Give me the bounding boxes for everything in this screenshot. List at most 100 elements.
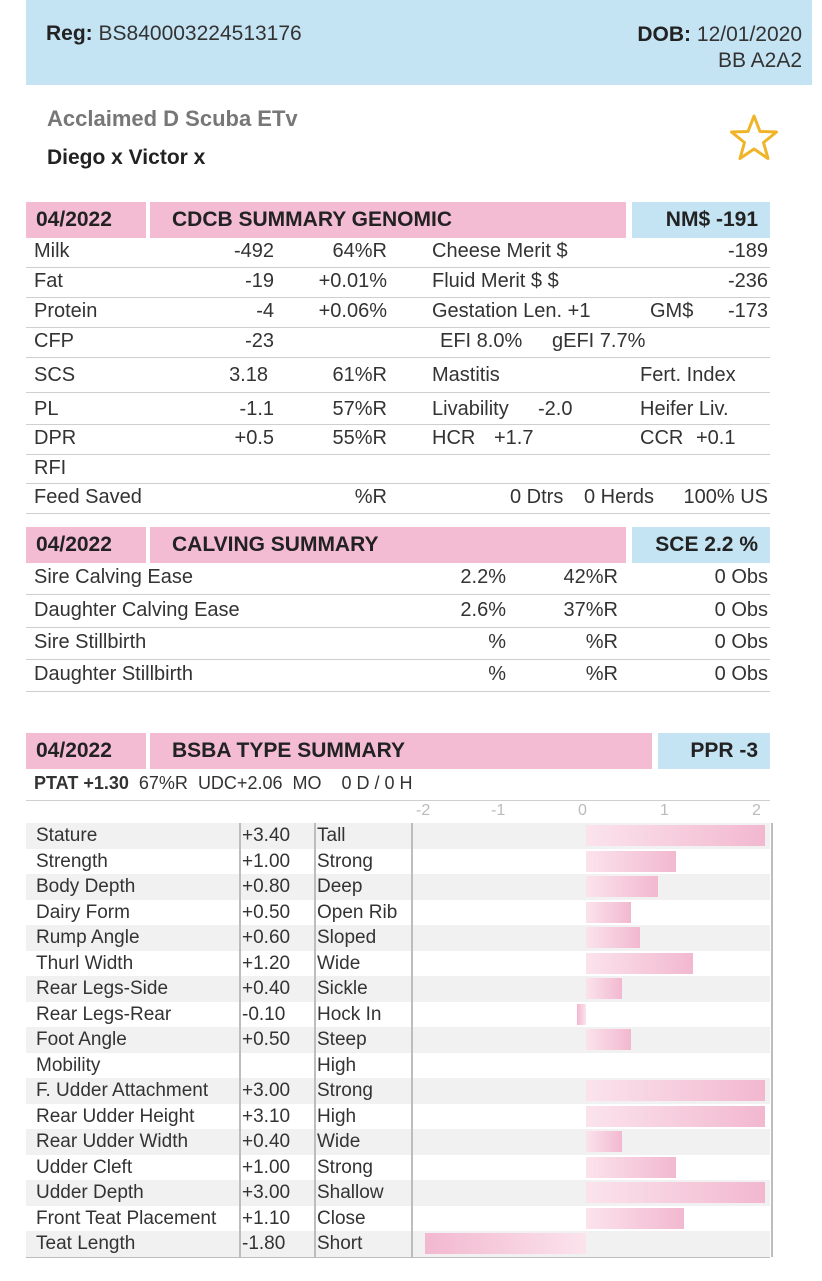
trait-percent: +0.01% — [318, 270, 387, 292]
genomic-row-pl: PL -1.1 57%R Livability -2.0 Heifer Liv. — [26, 393, 770, 425]
calving-row: Daughter Stillbirth % %R 0 Obs — [26, 660, 770, 692]
trait-bar — [586, 901, 631, 923]
trait-label: Feed Saved — [34, 486, 142, 508]
type-trait-row: Front Teat Placement +1.10 Close — [26, 1206, 770, 1232]
trait-label: Rear Legs-Side — [36, 978, 169, 999]
axis-tick: -1 — [491, 802, 506, 819]
divider — [26, 1256, 770, 1258]
trait-value: +3.00 — [242, 1182, 291, 1203]
genomic-header: 04/2022 CDCB SUMMARY GENOMIC NM$ -191 — [26, 202, 770, 238]
mastitis-label: Mastitis — [432, 364, 500, 386]
trait-reliability: %R — [354, 486, 387, 508]
trait-label: Udder Depth — [36, 1182, 144, 1203]
calving-percent: 2.2% — [460, 566, 506, 588]
trait-bar — [586, 876, 658, 897]
type-trait-row: Rear Udder Height +3.10 High — [26, 1104, 770, 1130]
trait-description: Open Rib — [317, 901, 398, 923]
trait-description: Sloped — [317, 927, 377, 948]
trait-bar — [586, 1182, 765, 1203]
trait-label: Rear Udder Width — [36, 1131, 189, 1152]
trait-label: Teat Length — [36, 1233, 136, 1254]
type-trait-row: Rear Legs-Rear -0.10 Hock In — [26, 1002, 770, 1028]
calving-label: Daughter Stillbirth — [34, 663, 193, 685]
trait-label: DPR — [34, 427, 77, 449]
livability-value: -2.0 — [538, 398, 573, 420]
column-divider — [239, 823, 241, 1257]
trait-bar — [577, 1003, 586, 1025]
type-trait-row: Foot Angle +0.50 Steep — [26, 1027, 770, 1053]
type-trait-row: Dairy Form +0.50 Open Rib — [26, 900, 770, 926]
trait-value: +0.50 — [242, 901, 291, 923]
type-trait-row: Body Depth +0.80 Deep — [26, 874, 770, 900]
star-outline-icon[interactable] — [728, 112, 780, 164]
trait-value: -1.1 — [239, 398, 274, 420]
trait-label: PL — [34, 398, 59, 420]
ptat-value: PTAT +1.30 — [34, 773, 129, 793]
hcr-label: HCR — [432, 427, 476, 449]
trait-description: Strong — [317, 1080, 373, 1101]
trait-description: High — [317, 1105, 357, 1127]
trait-description: Wide — [317, 952, 361, 974]
trait-label: Rump Angle — [36, 927, 140, 948]
hcr-value: +1.7 — [494, 427, 534, 449]
type-header: 04/2022 BSBA TYPE SUMMARY PPR -3 — [26, 733, 770, 769]
type-trait-row: Udder Depth +3.00 Shallow — [26, 1180, 770, 1206]
type-trait-row: Stature +3.40 Tall — [26, 823, 770, 849]
axis-tick: 0 — [578, 802, 587, 819]
daughters-count: 0 Dtrs — [510, 486, 564, 508]
trait-label: Udder Cleft — [36, 1156, 133, 1178]
calving-date: 04/2022 — [26, 527, 146, 563]
livability-label: Livability — [432, 398, 509, 420]
efi-value: EFI 8.0% — [440, 330, 523, 352]
dob-label: DOB: — [637, 23, 692, 46]
type-trait-row: Rear Udder Width +0.40 Wide — [26, 1129, 770, 1155]
ptat-line: PTAT +1.30 67%R UDC+2.06 MO 0 D / 0 H — [34, 773, 413, 794]
trait-value: +3.40 — [242, 825, 291, 846]
ccr-value: +0.1 — [696, 427, 736, 449]
dob-block: DOB: 12/01/2020 BB A2A2 — [637, 22, 802, 74]
trait-reliability: 64%R — [332, 240, 387, 262]
calving-row: Sire Stillbirth % %R 0 Obs — [26, 628, 770, 660]
column-divider — [411, 823, 413, 1257]
ccr-label: CCR — [640, 427, 684, 449]
trait-label: Stature — [36, 825, 98, 846]
calving-obs: 0 Obs — [714, 631, 768, 653]
trait-bar — [586, 978, 622, 999]
trait-value: +0.50 — [242, 1029, 291, 1050]
trait-label: Body Depth — [36, 876, 136, 897]
trait-reliability: 57%R — [332, 398, 387, 420]
reg-value: BS840003224513176 — [98, 22, 302, 45]
trait-value: +0.40 — [242, 978, 291, 999]
trait-description: Strong — [317, 850, 373, 872]
trait-value: +0.60 — [242, 927, 291, 948]
calving-row: Daughter Calving Ease 2.6% 37%R 0 Obs — [26, 595, 770, 628]
trait-label: CFP — [34, 330, 74, 352]
index-label: Fluid Merit $ $ — [432, 270, 559, 292]
dob-value: 12/01/2020 — [696, 23, 802, 46]
gefi-value: gEFI 7.7% — [552, 330, 646, 352]
trait-value: +3.10 — [242, 1105, 291, 1127]
type-trait-row: Rump Angle +0.60 Sloped — [26, 925, 770, 951]
trait-bar — [586, 1029, 631, 1050]
trait-label: SCS — [34, 364, 76, 386]
genomic-row-feed-saved: Feed Saved %R 0 Dtrs 0 Herds 100% US — [26, 484, 770, 514]
trait-description: Tall — [317, 825, 346, 846]
herds-count: 0 Herds — [584, 486, 655, 508]
trait-description: Close — [317, 1207, 366, 1229]
trait-description: Short — [317, 1233, 363, 1254]
trait-bar — [586, 850, 676, 872]
trait-bar — [586, 1156, 676, 1178]
pedigree: Diego x Victor x — [47, 146, 206, 169]
trait-bar — [586, 952, 694, 974]
trait-value: +1.00 — [242, 850, 291, 872]
calving-percent: 2.6% — [460, 599, 506, 621]
trait-label: Rear Udder Height — [36, 1105, 195, 1127]
trait-bar — [424, 1233, 586, 1254]
calving-header: 04/2022 CALVING SUMMARY SCE 2.2 % — [26, 527, 770, 563]
genetics-codes: BB A2A2 — [717, 49, 802, 72]
trait-description: Deep — [317, 876, 363, 897]
trait-label: Thurl Width — [36, 952, 134, 974]
axis-tick: -2 — [416, 802, 431, 819]
trait-label: Protein — [34, 300, 98, 322]
trait-reliability: 61%R — [332, 364, 387, 386]
